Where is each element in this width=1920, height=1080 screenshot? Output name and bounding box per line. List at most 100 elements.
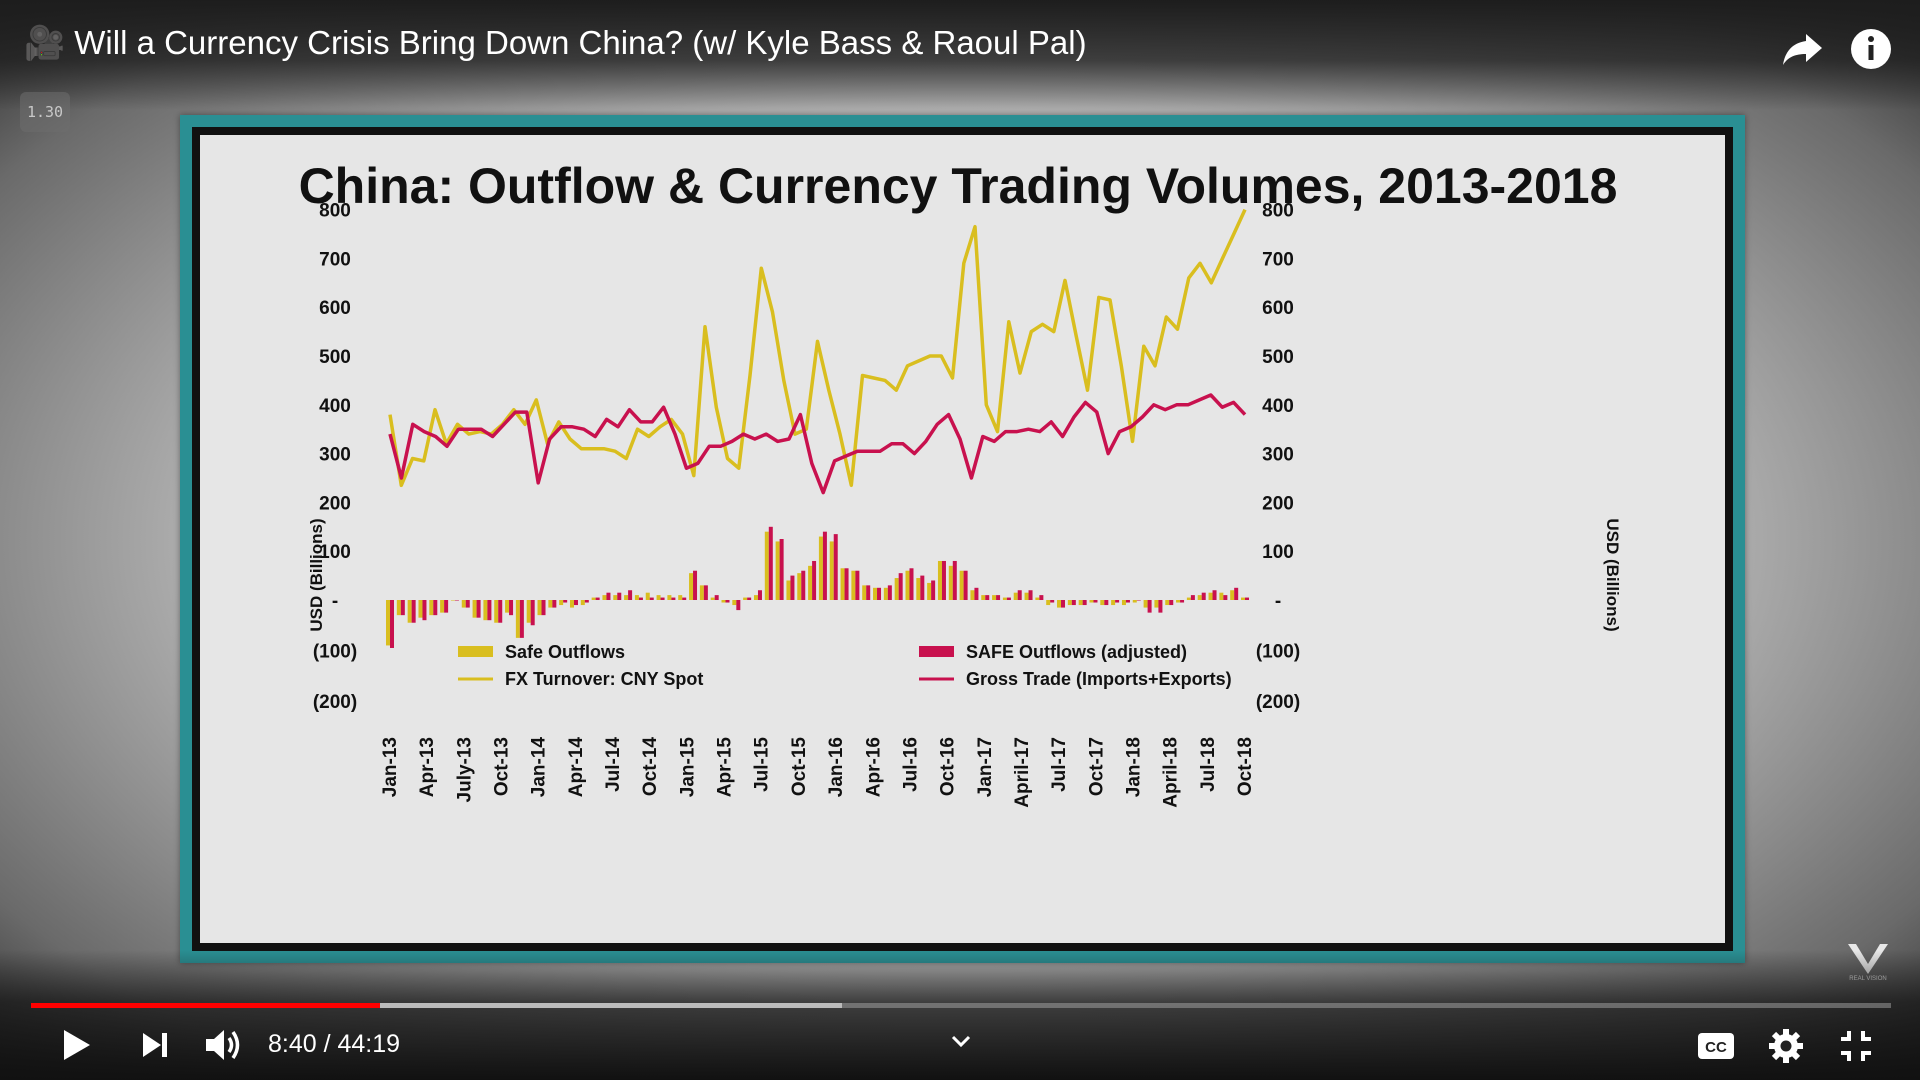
bar-safe-outflows-adjusted (573, 600, 578, 606)
bar-safe-outflows-adjusted (779, 539, 784, 600)
exit-fullscreen-icon[interactable] (1839, 1029, 1873, 1063)
bar-safe-outflows-adjusted (530, 600, 535, 626)
bar-safe-outflows (634, 595, 639, 600)
bar-safe-outflows-adjusted (1201, 592, 1206, 600)
x-tick-label: Jul-17 (1049, 737, 1070, 792)
bar-safe-outflows-adjusted (985, 595, 990, 600)
play-icon[interactable] (58, 1028, 92, 1062)
bar-safe-outflows (1121, 600, 1126, 606)
bar-safe-outflows-adjusted (1158, 600, 1163, 613)
bar-safe-outflows-adjusted (898, 573, 903, 600)
y-tick-label-left: 700 (319, 249, 351, 270)
captions-icon[interactable]: CC (1697, 1032, 1735, 1060)
bar-safe-outflows-adjusted (1050, 600, 1055, 603)
time-display: 8:40 / 44:19 (268, 1030, 401, 1058)
bar-safe-outflows (743, 597, 748, 600)
bar-safe-outflows (1219, 592, 1224, 600)
line-fx-turnover (388, 208, 1247, 488)
y-tick-label-right: (100) (1256, 642, 1300, 663)
bar-safe-outflows (386, 600, 390, 646)
y-tick-label-left: 400 (319, 396, 351, 417)
bar-safe-outflows (624, 595, 629, 600)
bar-safe-outflows-adjusted (584, 600, 589, 603)
controls-gradient (0, 950, 1920, 1080)
progress-buffered (31, 1003, 842, 1008)
next-icon[interactable] (140, 1031, 170, 1059)
legend-label: Gross Trade (Imports+Exports) (966, 669, 1232, 689)
bar-safe-outflows-adjusted (487, 600, 492, 621)
y-tick-label-right: 700 (1262, 249, 1294, 270)
gear-icon[interactable] (1768, 1028, 1804, 1064)
bar-safe-outflows-adjusted (1039, 595, 1044, 600)
share-icon[interactable] (1780, 26, 1826, 72)
bar-safe-outflows-adjusted (1082, 600, 1087, 606)
legend-label: FX Turnover: CNY Spot (505, 669, 703, 689)
bar-safe-outflows-adjusted (541, 600, 546, 616)
bar-safe-outflows (602, 595, 607, 600)
info-icon[interactable] (1848, 26, 1894, 72)
bar-safe-outflows (494, 600, 499, 623)
bar-safe-outflows (1067, 600, 1072, 606)
bar-safe-outflows-adjusted (660, 597, 665, 600)
bar-safe-outflows (667, 595, 672, 600)
bar-safe-outflows-adjusted (812, 560, 817, 600)
bar-safe-outflows-adjusted (1234, 587, 1239, 600)
bar-safe-outflows-adjusted (465, 600, 470, 608)
bar-safe-outflows (786, 580, 791, 600)
x-tick-label: April-17 (1012, 737, 1033, 808)
bar-safe-outflows-adjusted (952, 560, 957, 600)
bar-safe-outflows (981, 595, 986, 600)
bar-safe-outflows (1154, 600, 1159, 608)
y-tick-label-left: (100) (313, 642, 357, 663)
chart-title: China: Outflow & Currency Trading Volume… (299, 158, 1618, 214)
y-axis-label-left: USD (Billions) (307, 518, 326, 631)
y-tick-label-left: 100 (319, 542, 351, 563)
bar-safe-outflows-adjusted (1061, 600, 1066, 608)
bar-safe-outflows-adjusted (595, 597, 600, 600)
progress-bar[interactable] (31, 1003, 1891, 1008)
bar-safe-outflows-adjusted (920, 575, 925, 600)
bar-safe-outflows (429, 600, 434, 616)
bar-safe-outflows-adjusted (877, 587, 882, 600)
bar-safe-outflows-adjusted (747, 597, 752, 600)
x-tick-label: Apr-16 (863, 737, 884, 797)
bar-safe-outflows (916, 578, 921, 600)
bar-safe-outflows-adjusted (476, 600, 481, 618)
video-title[interactable]: 🎥 Will a Currency Crisis Bring Down Chin… (24, 24, 1087, 61)
bar-safe-outflows (1024, 592, 1029, 600)
bar-safe-outflows-adjusted (844, 568, 849, 600)
bar-safe-outflows-adjusted (671, 597, 676, 600)
bar-safe-outflows-adjusted (649, 597, 654, 600)
bar-safe-outflows-adjusted (1147, 600, 1152, 613)
legend-swatch-bar (458, 646, 493, 657)
bar-safe-outflows (710, 597, 715, 600)
chevron-down-icon[interactable] (950, 1034, 972, 1048)
bar-safe-outflows-adjusted (822, 531, 827, 600)
bar-safe-outflows (1197, 595, 1202, 600)
bar-safe-outflows (396, 600, 401, 616)
bar-safe-outflows (775, 541, 780, 600)
bar-safe-outflows (678, 595, 683, 600)
x-tick-label: Jan-16 (826, 737, 847, 797)
x-tick-label: Jan-14 (529, 737, 550, 798)
bar-safe-outflows-adjusted (454, 600, 459, 601)
svg-text:CC: CC (1705, 1039, 1727, 1056)
bar-safe-outflows (894, 578, 899, 600)
bar-safe-outflows-adjusted (963, 570, 968, 600)
bar-safe-outflows (905, 570, 910, 600)
y-tick-label-left: 800 (319, 201, 351, 222)
bar-safe-outflows-adjusted (498, 600, 503, 623)
bar-safe-outflows-adjusted (736, 600, 741, 611)
volume-icon[interactable] (204, 1026, 246, 1064)
x-tick-label: Oct-17 (1086, 737, 1107, 796)
x-tick-label: Jul-14 (603, 737, 624, 792)
y-tick-label-right: 400 (1262, 396, 1294, 417)
bar-safe-outflows (1165, 600, 1170, 606)
bar-safe-outflows (1013, 592, 1018, 600)
bar-safe-outflows-adjusted (714, 595, 719, 600)
bar-safe-outflows (1078, 600, 1083, 606)
y-tick-label-left: 300 (319, 445, 351, 466)
chart-frame: China: Outflow & Currency Trading Volume… (180, 115, 1745, 963)
bar-safe-outflows-adjusted (1190, 595, 1195, 600)
